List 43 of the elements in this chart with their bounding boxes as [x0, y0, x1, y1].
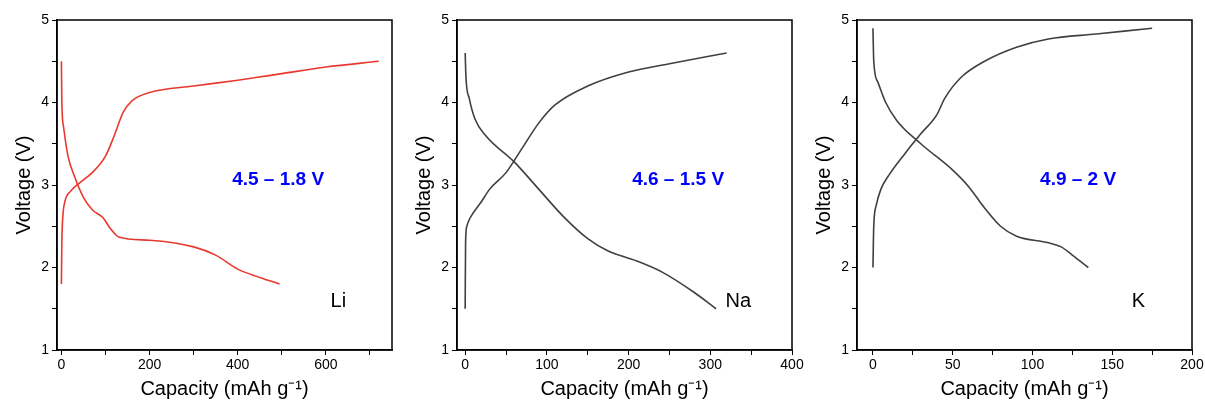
x-tick-label: 0	[461, 355, 470, 372]
y-tick-label: 4	[841, 93, 850, 110]
y-tick-label: 2	[441, 258, 450, 275]
x-tick-label: 400	[780, 355, 804, 372]
annotation: 4.6 – 1.5 V	[632, 168, 725, 189]
x-tick-label: 600	[314, 355, 338, 372]
y-tick-label: 1	[841, 340, 850, 357]
x-tick-label: 200	[1180, 355, 1204, 372]
y-axis-title: Voltage (V)	[11, 135, 34, 235]
x-tick-label: 400	[226, 355, 250, 372]
annotation: Na	[725, 289, 753, 312]
y-tick-label: 5	[41, 10, 50, 27]
x-axis-title: Capacity (mAh g⁻¹)	[940, 376, 1109, 399]
x-axis-title: Capacity (mAh g⁻¹)	[540, 376, 709, 399]
y-tick-label: 1	[441, 340, 450, 357]
y-tick-label: 3	[441, 175, 450, 192]
x-tick-label: 300	[698, 355, 723, 372]
y-tick-label: 5	[841, 10, 850, 27]
annotation: K	[1131, 289, 1146, 312]
annotation: Li	[330, 289, 347, 312]
y-tick-label: 1	[41, 340, 50, 357]
y-axis-title: Voltage (V)	[811, 135, 834, 235]
x-axis-title: Capacity (mAh g⁻¹)	[140, 376, 309, 399]
line-series	[60, 60, 380, 285]
y-tick-label: 2	[41, 258, 50, 275]
x-tick-label: 50	[944, 355, 961, 372]
x-tick-label: 100	[535, 355, 559, 372]
y-tick-label: 2	[841, 258, 850, 275]
y-axis-title: Voltage (V)	[411, 135, 434, 235]
x-tick-label: 150	[1100, 355, 1125, 372]
line-series	[872, 27, 1153, 269]
x-tick-label: 100	[1020, 355, 1045, 372]
y-tick-label: 3	[841, 175, 850, 192]
y-tick-label: 3	[41, 175, 50, 192]
y-tick-label: 4	[41, 93, 50, 110]
x-tick-label: 0	[57, 355, 66, 372]
x-tick-label: 200	[137, 355, 162, 372]
annotation: 4.9 – 2 V	[1040, 168, 1117, 189]
y-tick-label: 4	[441, 93, 450, 110]
x-tick-label: 0	[869, 355, 878, 372]
y-tick-label: 5	[441, 10, 450, 27]
annotation: 4.5 – 1.8 V	[232, 168, 325, 189]
x-tick-label: 200	[616, 355, 641, 372]
